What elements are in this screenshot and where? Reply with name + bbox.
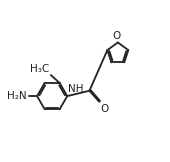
Text: H₃C: H₃C	[30, 64, 49, 74]
Text: NH: NH	[68, 84, 83, 94]
Text: O: O	[113, 31, 121, 41]
Text: O: O	[100, 104, 108, 114]
Text: H₂N: H₂N	[7, 91, 26, 101]
